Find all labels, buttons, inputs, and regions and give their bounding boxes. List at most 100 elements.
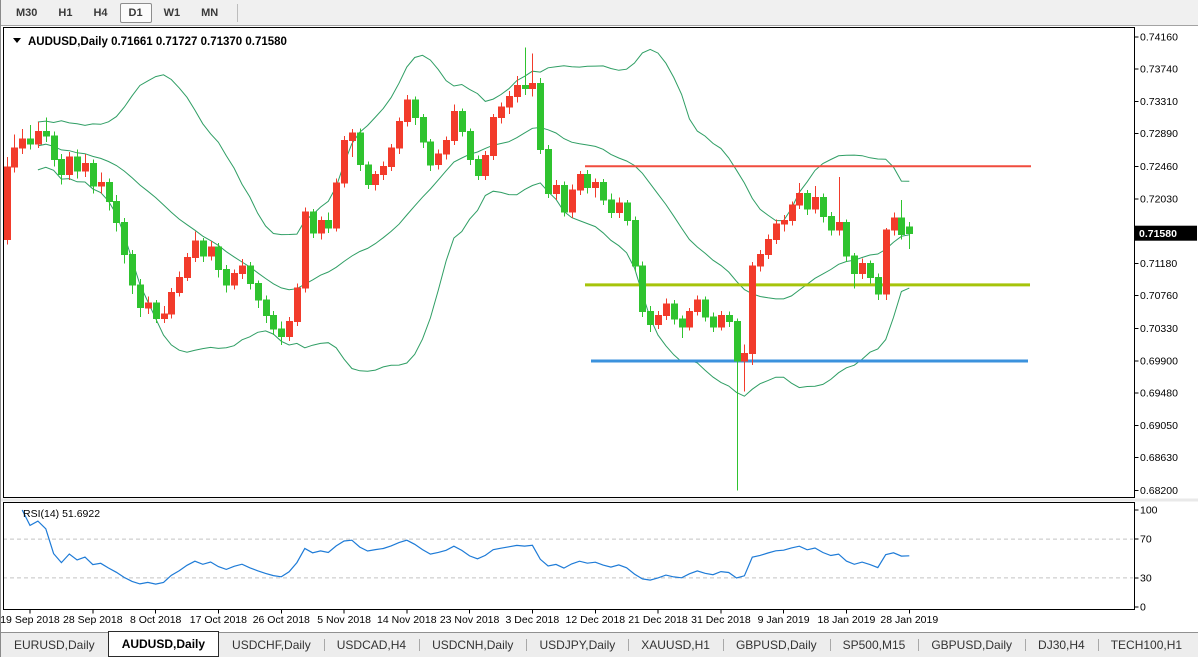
- date-tick-label: 23 Nov 2018: [440, 614, 500, 626]
- rsi-pane: [3, 502, 1135, 610]
- candle-body: [506, 95, 513, 108]
- tab-usdcnh-daily[interactable]: USDCNH,Daily: [419, 633, 526, 657]
- tab-xauusd-h1[interactable]: XAUUSD,H1: [628, 633, 723, 657]
- candle-body: [820, 197, 827, 217]
- candle-body: [247, 265, 254, 284]
- tab-dj30-h4[interactable]: DJ30,H4: [1025, 633, 1098, 657]
- candle-body: [490, 117, 497, 157]
- candle-body: [74, 156, 81, 172]
- timeframe-toolbar: M30 H1 H4 D1 W1 MN: [1, 0, 1198, 26]
- timeframe-button-h1[interactable]: H1: [58, 6, 73, 19]
- candle-body: [883, 229, 890, 295]
- price-tick-label: 0.71180: [1140, 258, 1177, 270]
- tab-tech100-h1[interactable]: TECH100,H1: [1097, 633, 1195, 657]
- chart-title: AUDUSD,Daily 0.71661 0.71727 0.71370 0.7…: [28, 36, 287, 48]
- candle-body: [898, 217, 905, 236]
- candle-body: [789, 204, 796, 221]
- date-tick-label: 26 Oct 2018: [253, 614, 310, 626]
- candle-body: [828, 216, 835, 231]
- price-tick-label: 0.70760: [1140, 290, 1178, 302]
- date-axis: 19 Sep 2018 28 Sep 2018 8 Oct 2018 17 Oct 2…: [1, 609, 938, 626]
- candle-body: [153, 302, 160, 319]
- candle-body: [161, 313, 168, 319]
- rsi-tick-label: 30: [1140, 572, 1152, 584]
- candle-body: [66, 156, 73, 176]
- bollinger-up-line: [37, 48, 910, 236]
- candle-body: [435, 153, 442, 166]
- tab-usdjpy-daily[interactable]: USDJPY,Daily: [526, 633, 628, 657]
- candle-body: [231, 273, 238, 286]
- candle-body: [278, 328, 285, 338]
- timeframe-button-h4[interactable]: H4: [93, 6, 108, 19]
- candle-body: [498, 106, 505, 119]
- price-tick-label: 0.68200: [1140, 485, 1178, 497]
- tab-sp500-m15[interactable]: SP500,M15: [829, 633, 919, 657]
- candle-body: [569, 189, 576, 213]
- candle-body: [514, 85, 521, 97]
- candle-body: [639, 265, 646, 312]
- timeframe-button-w1[interactable]: W1: [163, 6, 181, 19]
- candle-body: [671, 303, 678, 320]
- candle-body: [43, 130, 50, 137]
- date-tick-label: 21 Dec 2018: [628, 614, 688, 626]
- rsi-label: RSI(14) 51.6922: [23, 508, 100, 520]
- candle-body: [655, 314, 662, 325]
- candle-body: [168, 292, 175, 315]
- candle-body: [294, 287, 301, 322]
- price-tick-label: 0.69050: [1140, 420, 1178, 432]
- tab-audusd-daily[interactable]: AUDUSD,Daily: [107, 631, 220, 657]
- tab-usdchf-daily[interactable]: USDCHF,Daily: [232, 638, 311, 652]
- date-tick-label: 17 Oct 2018: [190, 614, 247, 626]
- price-tick-label: 0.72890: [1140, 128, 1178, 140]
- symbol-tabs: EURUSD,Daily AUDUSD,Daily USDCHF,Daily USDC…: [1, 631, 1195, 657]
- rsi-tick-label: 70: [1140, 534, 1152, 546]
- date-tick-label: 14 Nov 2018: [377, 614, 437, 626]
- tab-gbpusd-daily[interactable]: GBPUSD,Daily: [918, 633, 1025, 657]
- candle-body: [192, 240, 199, 259]
- timeframe-button-m30[interactable]: M30: [16, 6, 38, 19]
- date-tick-label: 18 Jan 2019: [817, 614, 875, 626]
- candle-body: [27, 138, 34, 145]
- candle-body: [812, 197, 819, 210]
- pane-divider[interactable]: [1, 498, 1198, 502]
- date-tick-label: 31 Dec 2018: [691, 614, 751, 626]
- date-tick-label: 12 Dec 2018: [566, 614, 626, 626]
- timeframe-button-d1[interactable]: D1: [119, 2, 152, 23]
- date-tick-label: 28 Sep 2018: [63, 614, 123, 626]
- candle-body: [545, 149, 552, 195]
- candle-body: [875, 276, 882, 295]
- current-price-label: 0.71580: [1139, 228, 1177, 240]
- candle-body: [325, 219, 332, 229]
- candle-body: [796, 193, 803, 206]
- date-tick-label: 8 Oct 2018: [130, 614, 182, 626]
- candle-body: [137, 284, 144, 309]
- candle-body: [396, 120, 403, 149]
- candle-body: [404, 99, 411, 122]
- candle-body: [58, 159, 65, 176]
- price-tick-label: 0.73740: [1140, 63, 1178, 75]
- candle-body: [600, 181, 607, 201]
- main-price-pane: [3, 27, 1135, 498]
- price-tick-label: 0.68630: [1140, 452, 1178, 464]
- candle-body: [757, 254, 764, 267]
- tab-eurusd-daily[interactable]: EURUSD,Daily: [14, 638, 95, 652]
- candle-body: [427, 141, 434, 166]
- candle-body: [286, 321, 293, 338]
- candle-body: [663, 303, 670, 316]
- tab-usdcad-h4[interactable]: USDCAD,H4: [323, 633, 419, 657]
- candle-body: [608, 199, 615, 214]
- timeframe-button-mn[interactable]: MN: [201, 6, 219, 19]
- candle-body: [208, 246, 215, 257]
- candle-body: [113, 200, 120, 224]
- candle-body: [891, 217, 898, 231]
- candle-body: [459, 111, 466, 132]
- tab-gbpusd-daily[interactable]: GBPUSD,Daily: [722, 633, 830, 657]
- symbol-dropdown-icon[interactable]: [13, 38, 21, 43]
- candle-body: [19, 138, 26, 149]
- rsi-tick-label: 100: [1140, 505, 1158, 517]
- candle-body: [451, 111, 458, 141]
- candle-body: [726, 314, 733, 322]
- candle-body: [333, 182, 340, 229]
- date-tick-label: 9 Jan 2019: [758, 614, 810, 626]
